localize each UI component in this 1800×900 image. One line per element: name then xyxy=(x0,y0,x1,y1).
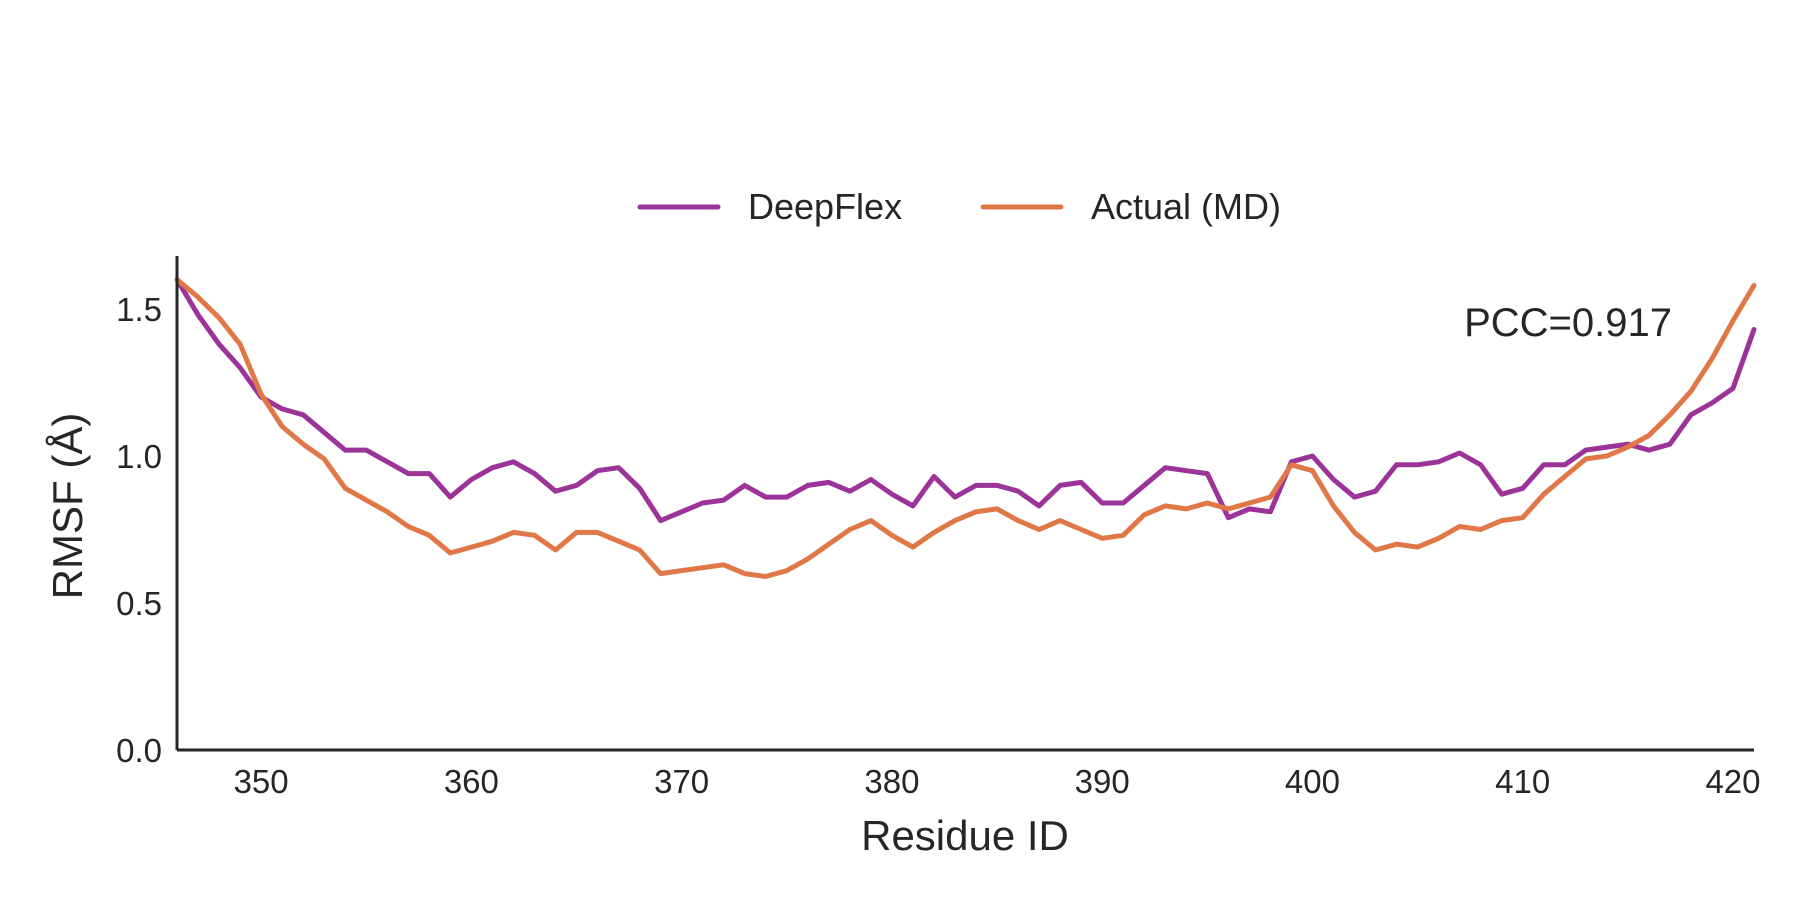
y-tick-label: 0.0 xyxy=(116,732,162,769)
y-tick-labels: 0.0 0.5 1.0 1.5 xyxy=(116,291,162,769)
x-tick-label: 350 xyxy=(234,763,289,800)
series-line-deepflex xyxy=(174,277,1757,524)
series-line-actual-md xyxy=(174,277,1757,579)
y-tick-label: 0.5 xyxy=(116,585,162,622)
legend: DeepFlex Actual (MD) xyxy=(637,186,1281,227)
y-tick-label: 1.5 xyxy=(116,291,162,328)
x-tick-label: 400 xyxy=(1285,763,1340,800)
x-tick-label: 360 xyxy=(444,763,499,800)
x-tick-label: 380 xyxy=(864,763,919,800)
x-tick-label: 420 xyxy=(1705,763,1760,800)
y-axis-title: RMSF (Å) xyxy=(44,413,91,600)
x-axis-title: Residue ID xyxy=(861,812,1069,859)
legend-label: DeepFlex xyxy=(748,186,902,227)
y-tick-label: 1.0 xyxy=(116,438,162,475)
series-layer xyxy=(174,277,1757,579)
pcc-annotation: PCC=0.917 xyxy=(1464,301,1672,345)
x-tick-labels: 350 360 370 380 390 400 410 420 xyxy=(234,763,1761,800)
x-tick-label: 410 xyxy=(1495,763,1550,800)
legend-label: Actual (MD) xyxy=(1091,186,1281,227)
x-tick-label: 390 xyxy=(1075,763,1130,800)
x-tick-label: 370 xyxy=(654,763,709,800)
